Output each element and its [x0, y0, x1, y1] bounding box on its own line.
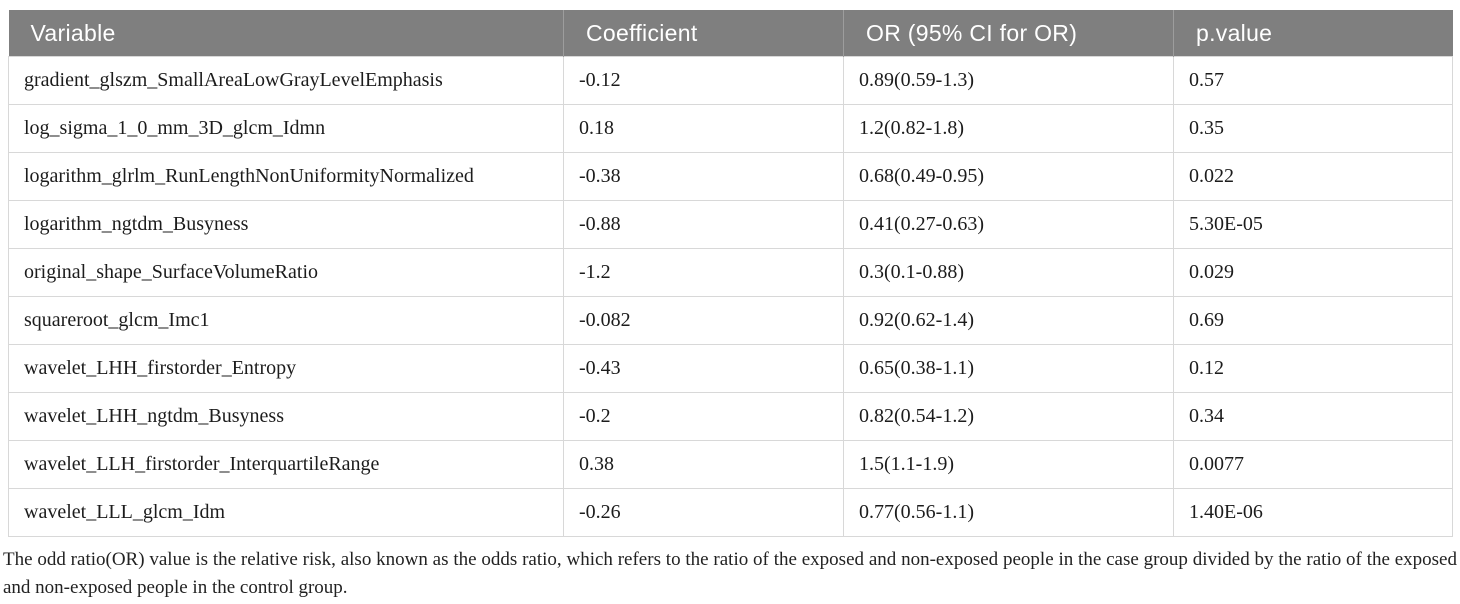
cell-coefficient: -0.2: [563, 392, 844, 441]
cell-pvalue: 0.34: [1173, 392, 1453, 441]
cell-variable: gradient_glszm_SmallAreaLowGrayLevelEmph…: [8, 56, 564, 105]
cell-pvalue: 0.57: [1173, 56, 1453, 105]
cell-pvalue: 0.69: [1173, 296, 1453, 345]
table-footnote: The odd ratio(OR) value is the relative …: [3, 549, 1457, 598]
cell-variable: wavelet_LLH_firstorder_InterquartileRang…: [8, 440, 564, 489]
cell-coefficient: -1.2: [563, 248, 844, 297]
table-row: wavelet_LHH_ngtdm_Busyness -0.2 0.82(0.5…: [8, 392, 1453, 441]
table-row: squareroot_glcm_Imc1 -0.082 0.92(0.62-1.…: [8, 296, 1453, 345]
cell-or-ci: 1.5(1.1-1.9): [843, 440, 1174, 489]
cell-or-ci: 0.89(0.59-1.3): [843, 56, 1174, 105]
cell-variable: wavelet_LLL_glcm_Idm: [8, 488, 564, 537]
cell-pvalue: 0.0077: [1173, 440, 1453, 489]
cell-or-ci: 1.2(0.82-1.8): [843, 104, 1174, 153]
cell-pvalue: 5.30E-05: [1173, 200, 1453, 249]
cell-coefficient: -0.88: [563, 200, 844, 249]
cell-pvalue: 0.35: [1173, 104, 1453, 153]
column-header-coefficient: Coefficient: [563, 10, 844, 57]
odds-ratio-table: Variable Coefficient OR (95% CI for OR) …: [8, 10, 1453, 537]
column-header-or-ci: OR (95% CI for OR): [843, 10, 1174, 57]
cell-variable: wavelet_LHH_firstorder_Entropy: [8, 344, 564, 393]
cell-coefficient: -0.082: [563, 296, 844, 345]
cell-pvalue: 1.40E-06: [1173, 488, 1453, 537]
column-header-variable: Variable: [8, 10, 564, 57]
cell-or-ci: 0.41(0.27-0.63): [843, 200, 1174, 249]
cell-or-ci: 0.82(0.54-1.2): [843, 392, 1174, 441]
cell-or-ci: 0.68(0.49-0.95): [843, 152, 1174, 201]
cell-variable: wavelet_LHH_ngtdm_Busyness: [8, 392, 564, 441]
cell-or-ci: 0.65(0.38-1.1): [843, 344, 1174, 393]
table-row: log_sigma_1_0_mm_3D_glcm_Idmn 0.18 1.2(0…: [8, 104, 1453, 153]
cell-coefficient: 0.18: [563, 104, 844, 153]
table-row: wavelet_LLH_firstorder_InterquartileRang…: [8, 440, 1453, 489]
table-row: wavelet_LLL_glcm_Idm -0.26 0.77(0.56-1.1…: [8, 488, 1453, 537]
table-row: wavelet_LHH_firstorder_Entropy -0.43 0.6…: [8, 344, 1453, 393]
cell-coefficient: 0.38: [563, 440, 844, 489]
table-row: gradient_glszm_SmallAreaLowGrayLevelEmph…: [8, 56, 1453, 105]
cell-coefficient: -0.12: [563, 56, 844, 105]
table-row: logarithm_glrlm_RunLengthNonUniformityNo…: [8, 152, 1453, 201]
column-header-pvalue: p.value: [1173, 10, 1453, 57]
cell-or-ci: 0.3(0.1-0.88): [843, 248, 1174, 297]
cell-variable: original_shape_SurfaceVolumeRatio: [8, 248, 564, 297]
cell-or-ci: 0.92(0.62-1.4): [843, 296, 1174, 345]
cell-or-ci: 0.77(0.56-1.1): [843, 488, 1174, 537]
cell-variable: logarithm_glrlm_RunLengthNonUniformityNo…: [8, 152, 564, 201]
cell-variable: squareroot_glcm_Imc1: [8, 296, 564, 345]
cell-pvalue: 0.029: [1173, 248, 1453, 297]
cell-pvalue: 0.12: [1173, 344, 1453, 393]
cell-coefficient: -0.26: [563, 488, 844, 537]
cell-coefficient: -0.43: [563, 344, 844, 393]
table-row: logarithm_ngtdm_Busyness -0.88 0.41(0.27…: [8, 200, 1453, 249]
cell-pvalue: 0.022: [1173, 152, 1453, 201]
cell-variable: logarithm_ngtdm_Busyness: [8, 200, 564, 249]
table-row: original_shape_SurfaceVolumeRatio -1.2 0…: [8, 248, 1453, 297]
cell-coefficient: -0.38: [563, 152, 844, 201]
header-row: Variable Coefficient OR (95% CI for OR) …: [8, 10, 1453, 57]
cell-variable: log_sigma_1_0_mm_3D_glcm_Idmn: [8, 104, 564, 153]
